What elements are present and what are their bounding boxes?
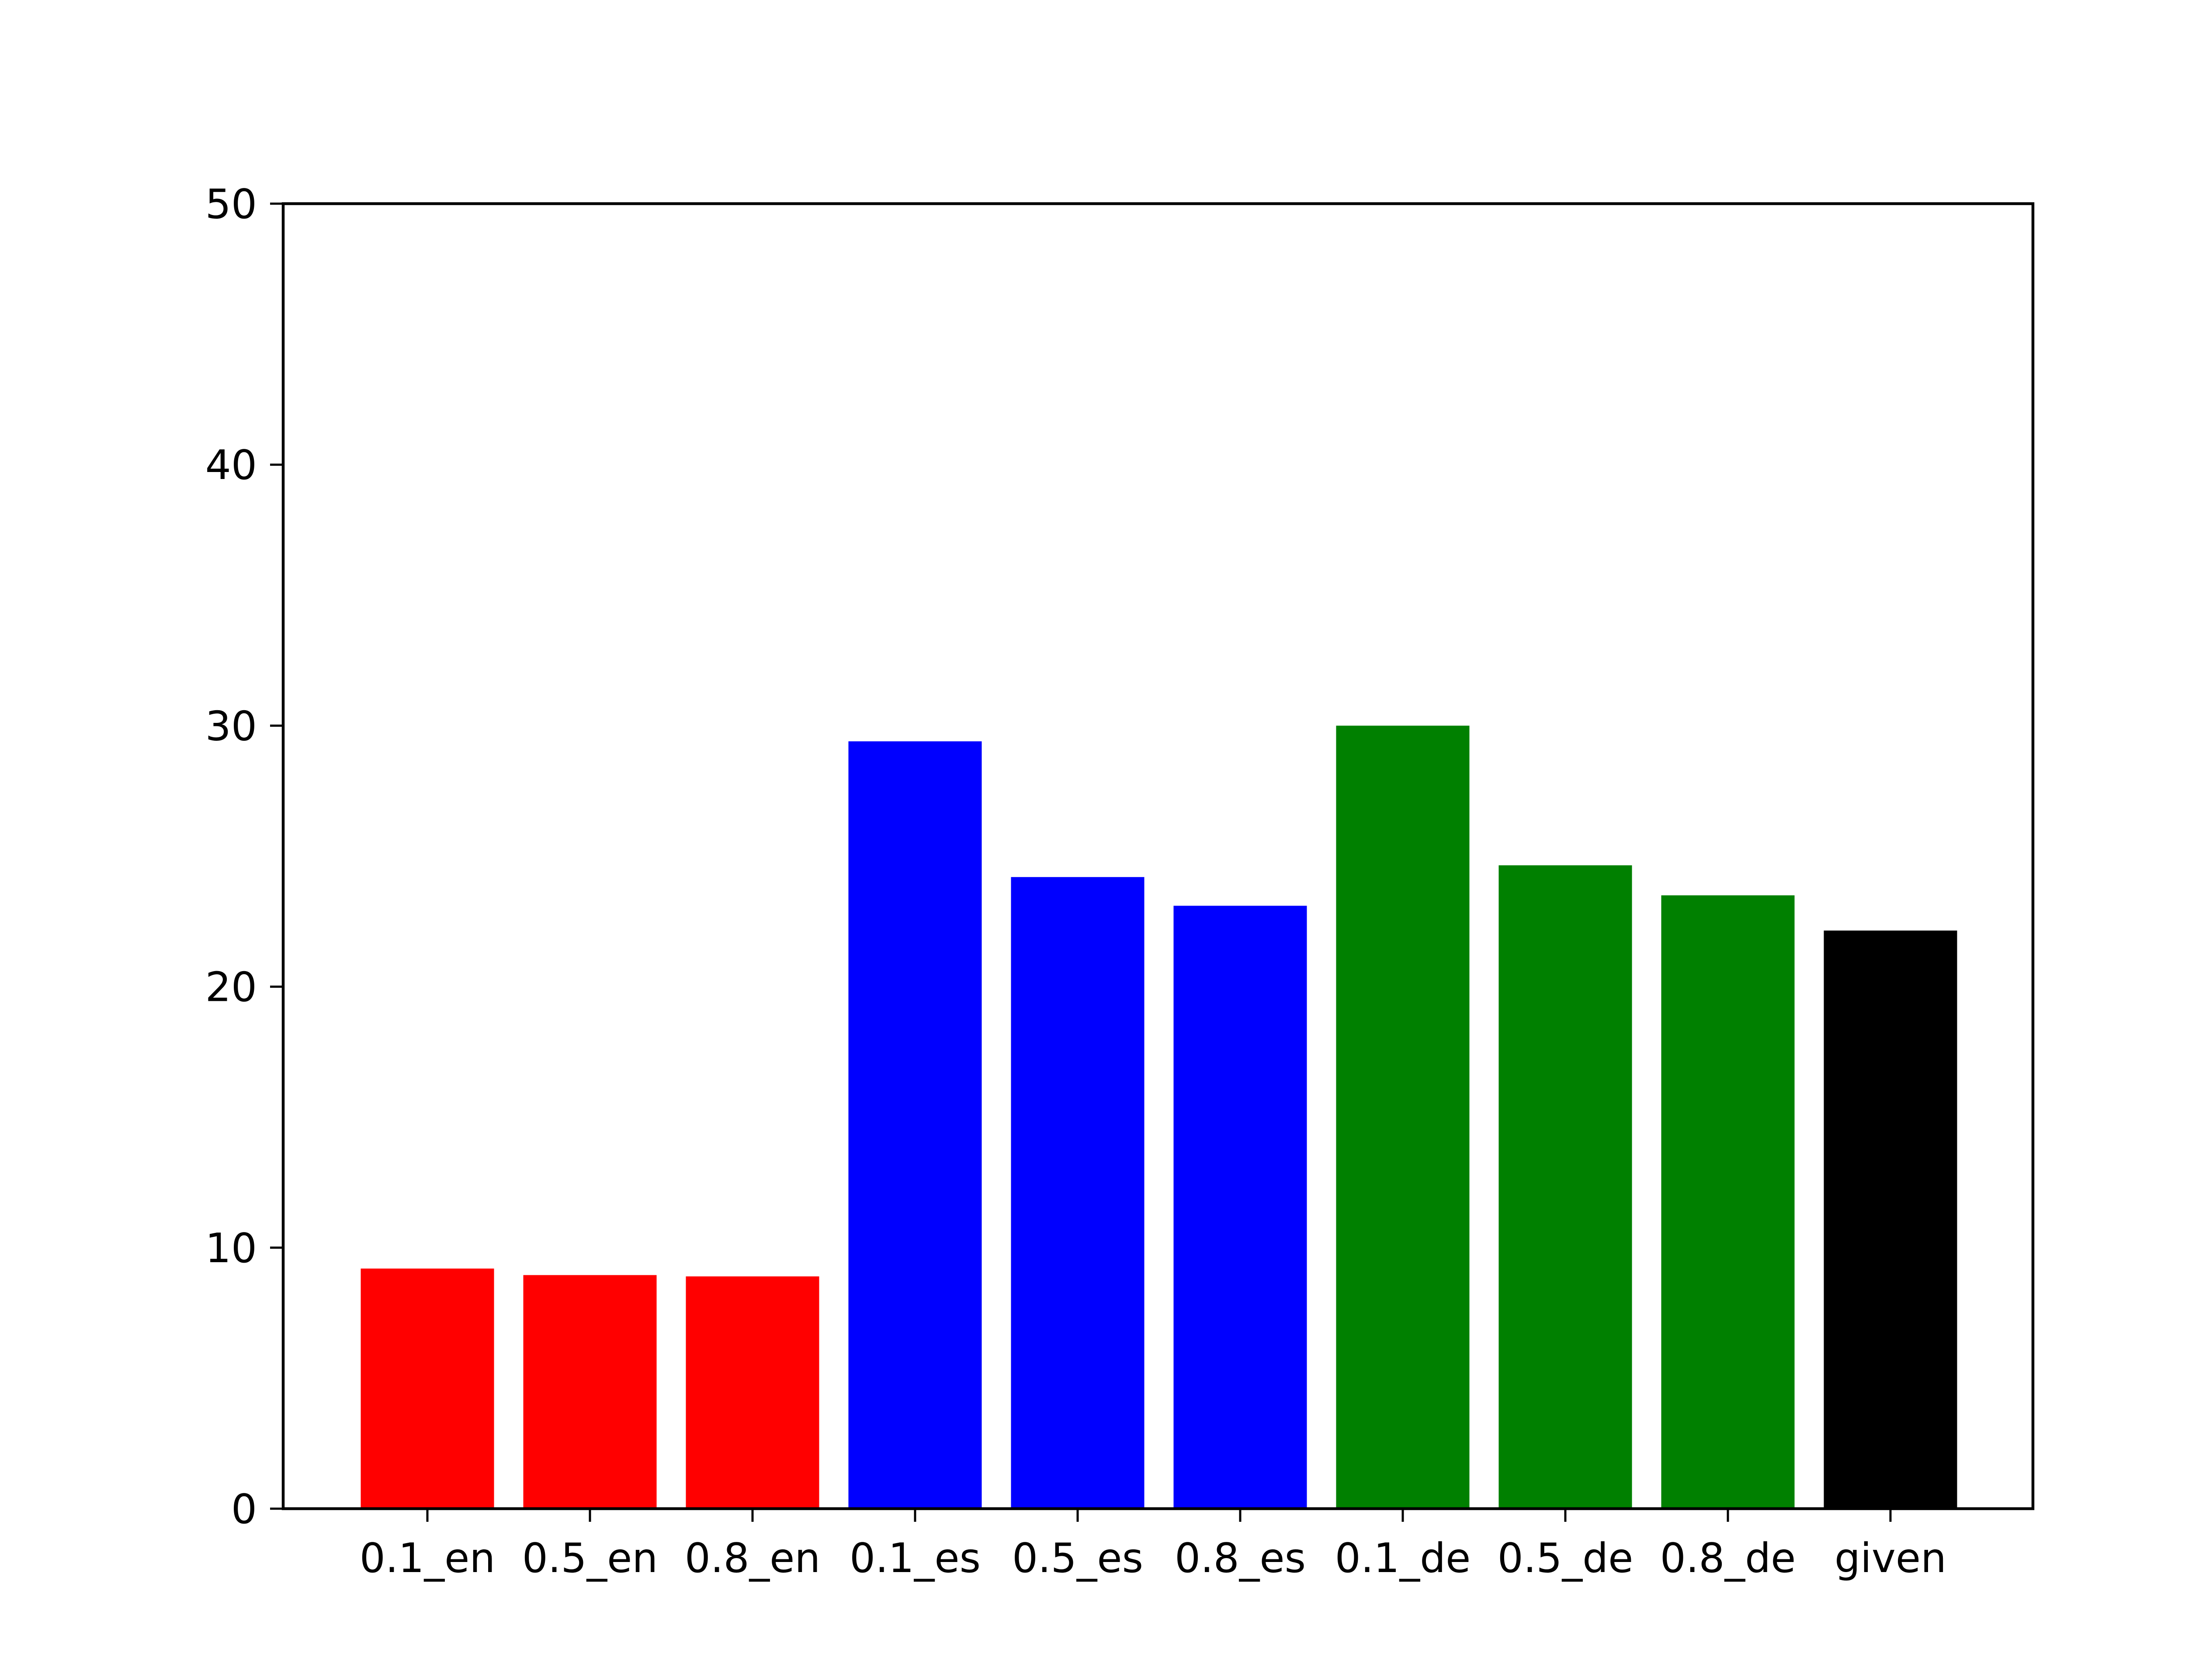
bar-0.5_de [1498,865,1632,1509]
y-axis: 0 10 20 30 40 50 [205,180,283,1533]
y-tick-label: 0 [231,1486,257,1533]
bar-given [1824,930,1957,1509]
x-tick-label: 0.8_de [1660,1534,1796,1582]
y-tick-label: 30 [205,702,257,750]
x-tick-label: 0.8_es [1175,1534,1306,1582]
axes-frame [281,202,2035,1510]
bar-0.5_en [523,1275,657,1509]
x-tick-label: 0.1_es [850,1534,981,1582]
bar-0.8_de [1661,895,1795,1509]
x-tick-label: 0.1_de [1335,1534,1471,1582]
x-tick-label: 0.8_en [685,1534,821,1582]
x-tick-label: 0.5_de [1498,1534,1634,1582]
x-tick-label: given [1835,1534,1946,1582]
x-tick-label: 0.5_en [522,1534,658,1582]
y-tick-label: 20 [205,964,257,1011]
y-tick-label: 40 [205,441,257,489]
bar-0.1_en [361,1268,494,1509]
bar-0.8_es [1173,906,1307,1509]
x-axis: 0.1_en 0.5_en 0.8_en 0.1_es 0.5_es 0.8_es 0.1_… [360,1509,1946,1582]
bar-0.1_de [1336,725,1470,1509]
y-tick-label: 50 [205,180,257,228]
x-tick-label: 0.1_en [360,1534,496,1582]
y-tick-label: 10 [205,1225,257,1272]
bars-group [361,725,1957,1509]
bar-0.8_en [686,1276,819,1509]
bar-0.5_es [1011,877,1145,1509]
x-tick-label: 0.5_es [1012,1534,1143,1582]
bar-0.1_es [848,741,982,1509]
